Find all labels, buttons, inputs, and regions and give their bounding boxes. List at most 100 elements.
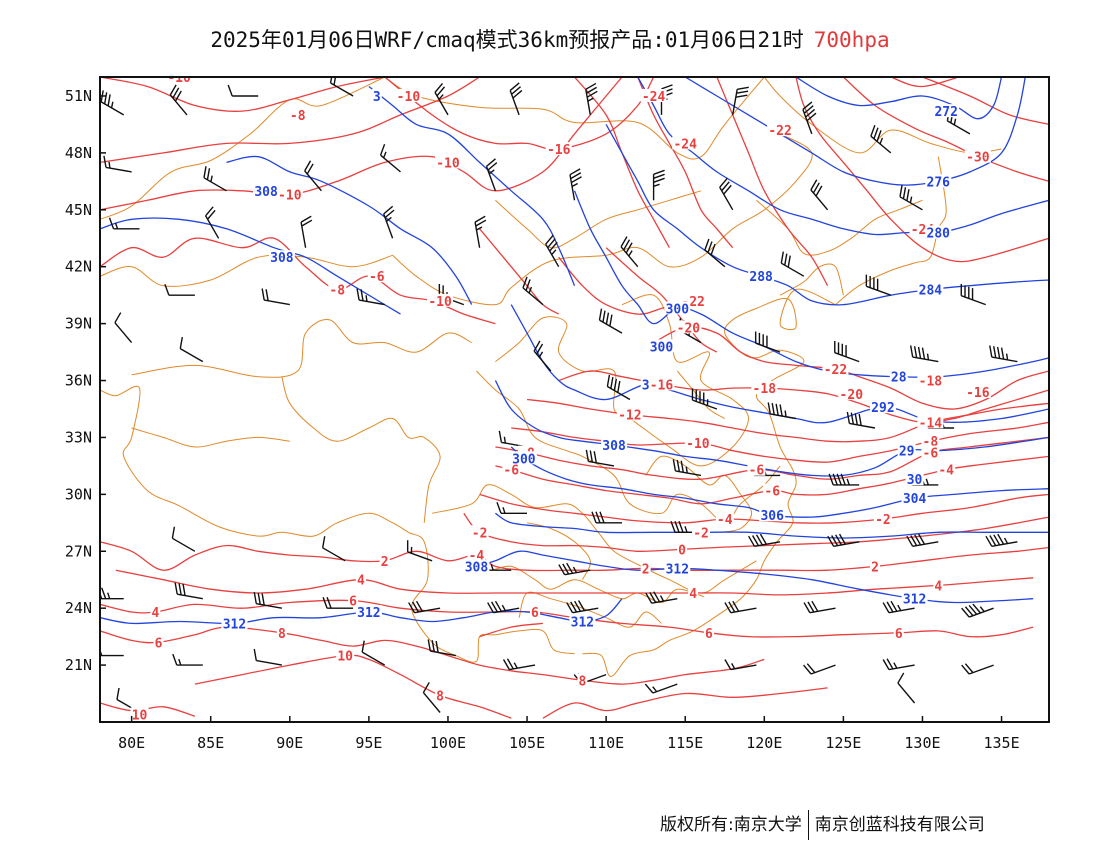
- wind-barb: [591, 511, 622, 524]
- temperature-label-bg: [672, 136, 699, 150]
- x-tick-label: 90E: [276, 734, 303, 752]
- barb-flag: [699, 391, 701, 403]
- temperature-contour: [115, 569, 1034, 596]
- barb-staff: [474, 221, 481, 248]
- y-tick-label: 24N: [65, 599, 92, 617]
- barb-flag: [780, 251, 785, 264]
- temperature-label: -20: [840, 388, 864, 403]
- barb-flag: [834, 341, 836, 353]
- x-tick-label: 120E: [746, 734, 782, 752]
- barb-flag: [606, 374, 611, 387]
- temperature-label: 4: [357, 574, 365, 589]
- barb-flag: [972, 603, 981, 614]
- temperature-label: 2: [642, 562, 650, 577]
- barb-flag: [787, 255, 791, 268]
- barb-flag: [585, 449, 590, 462]
- wind-barb: [652, 169, 665, 201]
- height-label-bg: [253, 183, 280, 197]
- height-label-bg: [510, 451, 537, 465]
- barb-staff: [179, 347, 204, 363]
- barb-flag: [850, 412, 855, 425]
- barb-flag: [784, 253, 788, 266]
- border-line: [131, 319, 472, 378]
- barb-staff: [100, 101, 125, 116]
- barb-flag: [737, 86, 749, 90]
- temperature-label: -2: [472, 526, 488, 541]
- temperature-label-bg: [692, 525, 711, 539]
- barb-staff: [719, 186, 734, 211]
- temperature-label: -6: [923, 447, 939, 462]
- wind-barb: [204, 206, 220, 239]
- height-label: 312: [223, 617, 246, 632]
- barb-flag: [845, 345, 847, 357]
- height-label-bg: [463, 559, 490, 573]
- temperature-label: -4: [938, 464, 954, 479]
- wind-barb: [691, 388, 718, 410]
- temperature-label: 8: [278, 627, 286, 642]
- barb-staff: [833, 541, 860, 548]
- temperature-contour: [542, 687, 828, 719]
- border-line: [384, 77, 765, 160]
- barb-flag: [803, 105, 814, 114]
- wind-barb: [780, 251, 805, 277]
- temperature-contour: [495, 436, 1049, 481]
- temperature-label-bg: [917, 415, 944, 429]
- height-label-bg: [640, 377, 651, 391]
- wind-barb: [834, 341, 860, 363]
- temperature-label: 8: [436, 689, 444, 704]
- temperature-label: 6: [895, 627, 903, 642]
- height-label-bg: [869, 400, 896, 414]
- height-label: 308: [270, 251, 294, 266]
- barb-flag: [487, 602, 495, 614]
- barb-flag: [735, 94, 748, 98]
- wind-barb: [322, 596, 354, 609]
- temperature-contour: [637, 77, 734, 249]
- temperature-label-bg: [355, 572, 366, 586]
- wind-barb: [261, 288, 290, 306]
- wind-barb: [961, 663, 994, 675]
- barb-half-flag: [386, 216, 392, 222]
- map-title: 2025年01月06日WRF/cmaq模式36km预报产品:01月06日21时 7…: [0, 24, 1100, 54]
- barb-staff: [866, 285, 892, 296]
- temperature-label: -10: [167, 71, 191, 86]
- barb-staff: [522, 287, 544, 306]
- barb-staff: [430, 650, 457, 657]
- wind-barb: [172, 653, 203, 666]
- barb-flag: [207, 209, 216, 220]
- wind-barbs: [100, 77, 1018, 714]
- barb-flag: [846, 411, 851, 424]
- barb-flag: [593, 451, 597, 463]
- temperature-label-bg: [964, 384, 991, 398]
- temperature-label: -16: [650, 378, 674, 393]
- barb-flag: [174, 582, 178, 595]
- temperature-label-bg: [153, 635, 164, 649]
- border-line: [779, 263, 844, 296]
- barb-staff: [888, 607, 915, 614]
- wind-barb: [961, 603, 994, 618]
- wind-barb: [803, 600, 836, 614]
- barb-flag: [570, 601, 578, 613]
- temperature-contour: [100, 541, 1049, 572]
- barb-flag: [107, 94, 111, 107]
- height-label-bg: [371, 88, 382, 102]
- barb-flag: [103, 155, 107, 168]
- barb-flag: [487, 162, 498, 171]
- barb-flag: [674, 521, 680, 533]
- barb-half-flag: [684, 526, 688, 533]
- barb-flag: [356, 288, 360, 301]
- barb-flag: [620, 236, 628, 248]
- barb-flag: [536, 343, 544, 355]
- height-contour: [476, 550, 1034, 604]
- barb-half-flag: [659, 595, 665, 602]
- barb-flag: [876, 130, 882, 142]
- barb-flag: [427, 639, 431, 652]
- barb-flag: [172, 87, 180, 99]
- barb-flag: [806, 112, 817, 122]
- height-contour: [368, 85, 576, 286]
- wind-barb: [566, 600, 599, 614]
- barb-flag: [724, 602, 732, 614]
- barb-staff: [849, 422, 876, 429]
- barb-flag: [724, 659, 732, 670]
- footer-right: 南京创蓝科技有限公司: [814, 815, 985, 835]
